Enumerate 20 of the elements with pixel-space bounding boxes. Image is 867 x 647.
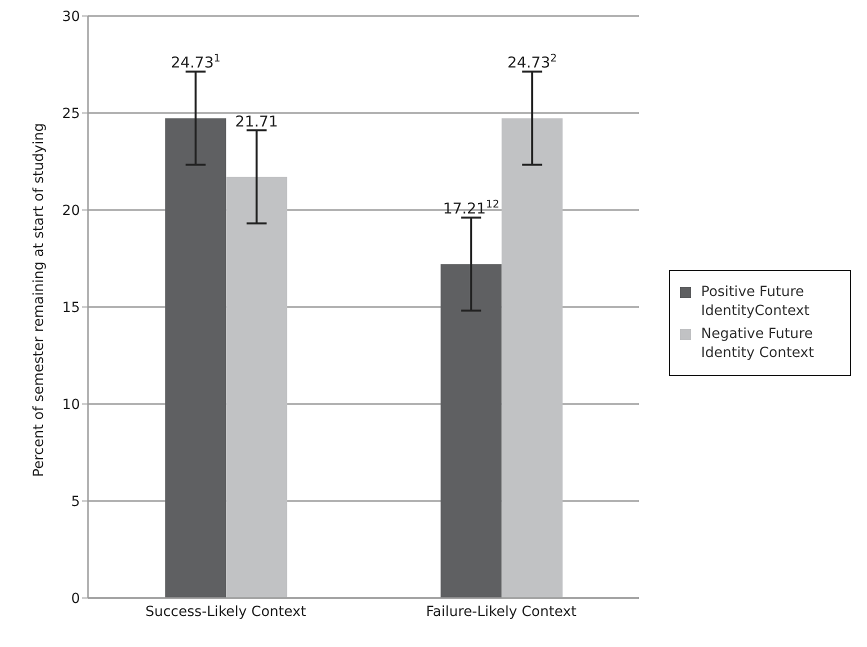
y-tick-label: 15 — [62, 300, 80, 316]
data-label: 17.21$^{12}$ — [442, 198, 500, 218]
legend-label: Positive Future IdentityContext — [701, 283, 810, 321]
x-tick-label: Failure-Likely Context — [426, 604, 578, 620]
y-tick-label: 25 — [62, 106, 80, 122]
bar — [502, 118, 563, 598]
y-tick-label: 0 — [71, 590, 80, 607]
data-label: 21.71 — [235, 112, 278, 130]
y-axis-title: Percent of semester remaining at start of studying — [30, 123, 47, 477]
y-tick-label: 10 — [62, 396, 80, 413]
y-tick-label: 5 — [71, 494, 80, 510]
x-tick-label: Success-Likely Context — [145, 604, 307, 620]
bar — [440, 264, 502, 598]
legend-label: Negative Future Identity Context — [701, 325, 815, 363]
data-label: 24.73$^{2}$ — [507, 52, 557, 72]
bar — [165, 118, 226, 598]
bar — [226, 176, 288, 598]
y-tick-label: 30 — [62, 8, 80, 25]
data-label: 24.73$^{1}$ — [170, 52, 220, 72]
y-tick-label: 20 — [62, 202, 80, 219]
